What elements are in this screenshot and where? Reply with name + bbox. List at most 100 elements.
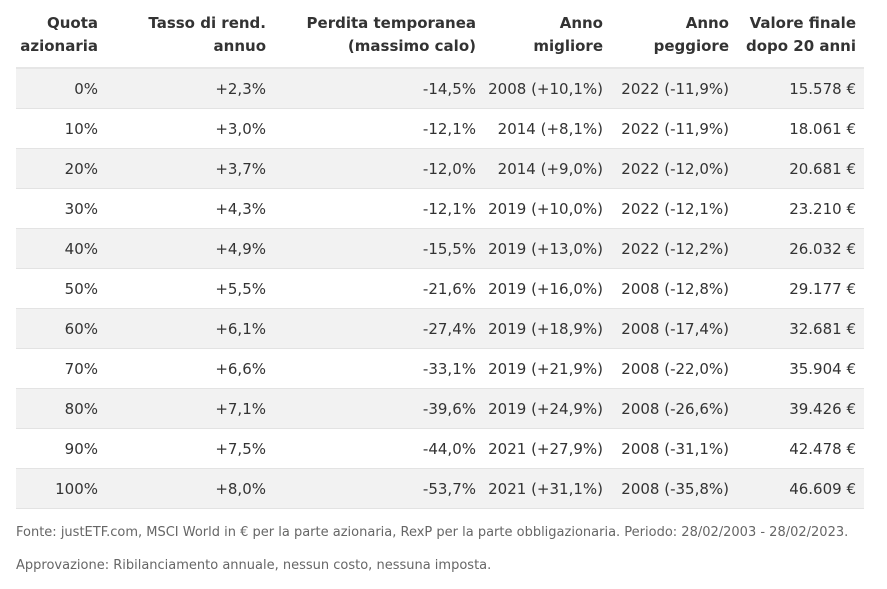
- annual-return-cell: +4,9%: [106, 228, 274, 269]
- table-row: 0% +2,3% -14,5% 2008 (+10,1%) 2022 (-11,9%) 1…: [16, 68, 864, 109]
- table-row: 50% +5,5% -21,6% 2019 (+16,0%) 2008 (-12,8%)…: [16, 268, 864, 309]
- final-value-cell: 29.177 €: [737, 268, 864, 309]
- header-label-line: annuo: [213, 37, 266, 55]
- best-year-cell: 2019 (+24,9%): [484, 388, 611, 429]
- table-notes: Fonte: justETF.com, MSCI World in € per …: [16, 523, 864, 575]
- header-label-line: Perdita temporanea: [306, 14, 476, 32]
- final-value-cell: 39.426 €: [737, 388, 864, 429]
- max-drawdown-cell: -21,6%: [274, 268, 484, 309]
- equity-share-cell: 10%: [16, 108, 106, 149]
- best-year-cell: 2014 (+8,1%): [484, 108, 611, 149]
- header-label-line: Valore finale: [749, 14, 856, 32]
- worst-year-cell: 2008 (-31,1%): [611, 428, 737, 469]
- annual-return-cell: +6,6%: [106, 348, 274, 389]
- header-max-drawdown: Perdita temporanea (massimo calo): [274, 0, 484, 69]
- final-value-cell: 23.210 €: [737, 188, 864, 229]
- header-final-value: Valore finale dopo 20 anni: [737, 0, 864, 69]
- table-header: Quota azionaria Tasso di rend. annuo Perdita…: [16, 0, 864, 69]
- annual-return-cell: +3,7%: [106, 148, 274, 189]
- annual-return-cell: +3,0%: [106, 108, 274, 149]
- worst-year-cell: 2008 (-35,8%): [611, 468, 737, 509]
- table-row: 30% +4,3% -12,1% 2019 (+10,0%) 2022 (-12,1%)…: [16, 188, 864, 229]
- portfolio-table-container: Quota azionaria Tasso di rend. annuo Perdita…: [16, 0, 864, 589]
- table-row: 60% +6,1% -27,4% 2019 (+18,9%) 2008 (-17,4%)…: [16, 308, 864, 349]
- header-best-year: Anno migliore: [484, 0, 611, 69]
- header-label-line: migliore: [533, 37, 603, 55]
- annual-return-cell: +2,3%: [106, 68, 274, 109]
- header-label-line: Tasso di rend.: [148, 14, 266, 32]
- final-value-cell: 18.061 €: [737, 108, 864, 149]
- final-value-cell: 15.578 €: [737, 68, 864, 109]
- equity-share-cell: 100%: [16, 468, 106, 509]
- final-value-cell: 35.904 €: [737, 348, 864, 389]
- header-label-line: dopo 20 anni: [745, 37, 856, 55]
- equity-share-cell: 60%: [16, 308, 106, 349]
- annual-return-cell: +4,3%: [106, 188, 274, 229]
- worst-year-cell: 2022 (-12,2%): [611, 228, 737, 269]
- final-value-cell: 42.478 €: [737, 428, 864, 469]
- worst-year-cell: 2008 (-12,8%): [611, 268, 737, 309]
- best-year-cell: 2019 (+13,0%): [484, 228, 611, 269]
- header-label-line: peggiore: [653, 37, 729, 55]
- max-drawdown-cell: -44,0%: [274, 428, 484, 469]
- worst-year-cell: 2008 (-22,0%): [611, 348, 737, 389]
- table-body: 0% +2,3% -14,5% 2008 (+10,1%) 2022 (-11,9%) 1…: [16, 68, 864, 509]
- best-year-cell: 2021 (+31,1%): [484, 468, 611, 509]
- best-year-cell: 2019 (+18,9%): [484, 308, 611, 349]
- table-row: 40% +4,9% -15,5% 2019 (+13,0%) 2022 (-12,2%)…: [16, 228, 864, 269]
- header-row: Quota azionaria Tasso di rend. annuo Perdita…: [16, 0, 864, 69]
- worst-year-cell: 2022 (-11,9%): [611, 68, 737, 109]
- annual-return-cell: +8,0%: [106, 468, 274, 509]
- max-drawdown-cell: -12,1%: [274, 188, 484, 229]
- worst-year-cell: 2008 (-17,4%): [611, 308, 737, 349]
- best-year-cell: 2019 (+16,0%): [484, 268, 611, 309]
- equity-share-cell: 30%: [16, 188, 106, 229]
- best-year-cell: 2021 (+27,9%): [484, 428, 611, 469]
- equity-share-cell: 90%: [16, 428, 106, 469]
- annual-return-cell: +7,1%: [106, 388, 274, 429]
- max-drawdown-cell: -53,7%: [274, 468, 484, 509]
- best-year-cell: 2019 (+21,9%): [484, 348, 611, 389]
- table-row: 90% +7,5% -44,0% 2021 (+27,9%) 2008 (-31,1%)…: [16, 428, 864, 469]
- source-note: Fonte: justETF.com, MSCI World in € per …: [16, 525, 849, 540]
- equity-share-cell: 20%: [16, 148, 106, 189]
- max-drawdown-cell: -12,0%: [274, 148, 484, 189]
- best-year-cell: 2014 (+9,0%): [484, 148, 611, 189]
- header-label-line: Anno: [559, 14, 603, 32]
- annual-return-cell: +6,1%: [106, 308, 274, 349]
- final-value-cell: 46.609 €: [737, 468, 864, 509]
- worst-year-cell: 2008 (-26,6%): [611, 388, 737, 429]
- annual-return-cell: +7,5%: [106, 428, 274, 469]
- final-value-cell: 32.681 €: [737, 308, 864, 349]
- header-label-line: azionaria: [20, 37, 98, 55]
- header-label-line: Anno: [685, 14, 729, 32]
- equity-share-cell: 40%: [16, 228, 106, 269]
- table-row: 20% +3,7% -12,0% 2014 (+9,0%) 2022 (-12,0%) 2…: [16, 148, 864, 189]
- best-year-cell: 2019 (+10,0%): [484, 188, 611, 229]
- worst-year-cell: 2022 (-11,9%): [611, 108, 737, 149]
- equity-share-cell: 0%: [16, 68, 106, 109]
- equity-share-cell: 80%: [16, 388, 106, 429]
- worst-year-cell: 2022 (-12,1%): [611, 188, 737, 229]
- best-year-cell: 2008 (+10,1%): [484, 68, 611, 109]
- header-annual-return: Tasso di rend. annuo: [106, 0, 274, 69]
- equity-share-cell: 70%: [16, 348, 106, 389]
- max-drawdown-cell: -27,4%: [274, 308, 484, 349]
- table-row: 10% +3,0% -12,1% 2014 (+8,1%) 2022 (-11,9%) 1…: [16, 108, 864, 149]
- final-value-cell: 20.681 €: [737, 148, 864, 189]
- max-drawdown-cell: -39,6%: [274, 388, 484, 429]
- header-label-line: Quota: [46, 14, 98, 32]
- header-worst-year: Anno peggiore: [611, 0, 737, 69]
- max-drawdown-cell: -33,1%: [274, 348, 484, 389]
- header-equity-share: Quota azionaria: [16, 0, 106, 69]
- final-value-cell: 26.032 €: [737, 228, 864, 269]
- annual-return-cell: +5,5%: [106, 268, 274, 309]
- max-drawdown-cell: -15,5%: [274, 228, 484, 269]
- header-label-line: (massimo calo): [347, 37, 476, 55]
- max-drawdown-cell: -12,1%: [274, 108, 484, 149]
- table-row: 70% +6,6% -33,1% 2019 (+21,9%) 2008 (-22,0%)…: [16, 348, 864, 389]
- table-row: 80% +7,1% -39,6% 2019 (+24,9%) 2008 (-26,6%)…: [16, 388, 864, 429]
- table-row: 100% +8,0% -53,7% 2021 (+31,1%) 2008 (-35,8%…: [16, 468, 864, 509]
- portfolio-allocation-table: Quota azionaria Tasso di rend. annuo Perdita…: [16, 0, 864, 509]
- worst-year-cell: 2022 (-12,0%): [611, 148, 737, 189]
